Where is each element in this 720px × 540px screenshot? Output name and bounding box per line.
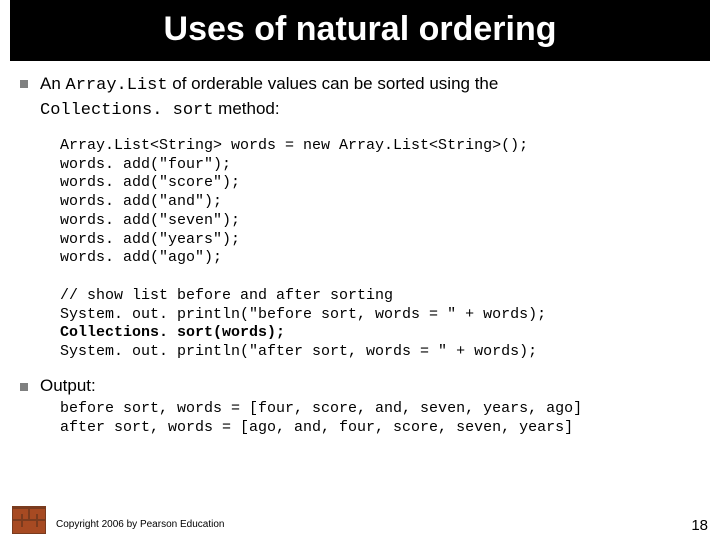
output-l1: before sort, words = [four, score, and, … bbox=[60, 400, 582, 417]
code-l10: System. out. println("after sort, words … bbox=[60, 343, 537, 360]
code-l4: words. add("and"); bbox=[60, 193, 222, 210]
output-block: before sort, words = [four, score, and, … bbox=[60, 400, 700, 438]
code-block: Array.List<String> words = new Array.Lis… bbox=[60, 137, 700, 362]
code-l3: words. add("score"); bbox=[60, 174, 240, 191]
bullet-icon bbox=[20, 80, 28, 88]
intro-text: An Array.List of orderable values can be… bbox=[40, 73, 498, 123]
bullet-icon bbox=[20, 383, 28, 391]
footer: Copyright 2006 by Pearson Education bbox=[0, 506, 720, 534]
slide-title: Uses of natural ordering bbox=[10, 0, 710, 61]
code-l9: Collections. sort(words); bbox=[60, 324, 285, 341]
code-l1: Array.List<String> words = new Array.Lis… bbox=[60, 137, 528, 154]
intro-mono1: Array.List bbox=[66, 76, 168, 95]
code-l2: words. add("four"); bbox=[60, 156, 231, 173]
copyright-text: Copyright 2006 by Pearson Education bbox=[56, 519, 224, 530]
code-l5: words. add("seven"); bbox=[60, 212, 240, 229]
slide-content: An Array.List of orderable values can be… bbox=[0, 61, 720, 437]
intro-mid: of orderable values can be sorted using … bbox=[168, 74, 499, 93]
intro-pre: An bbox=[40, 74, 66, 93]
code-l8: System. out. println("before sort, words… bbox=[60, 306, 546, 323]
output-l2: after sort, words = [ago, and, four, sco… bbox=[60, 419, 573, 436]
output-bullet-row: Output: bbox=[20, 376, 700, 396]
page-number: 18 bbox=[691, 517, 708, 534]
intro-bullet-row: An Array.List of orderable values can be… bbox=[20, 73, 700, 123]
code-l7: words. add("ago"); bbox=[60, 249, 222, 266]
output-label: Output: bbox=[40, 376, 96, 396]
brick-icon bbox=[12, 506, 46, 534]
intro-post: method: bbox=[213, 99, 279, 118]
intro-mono2: Collections. sort bbox=[40, 101, 213, 120]
code-comment: // show list before and after sorting bbox=[60, 287, 393, 304]
code-l6: words. add("years"); bbox=[60, 231, 240, 248]
